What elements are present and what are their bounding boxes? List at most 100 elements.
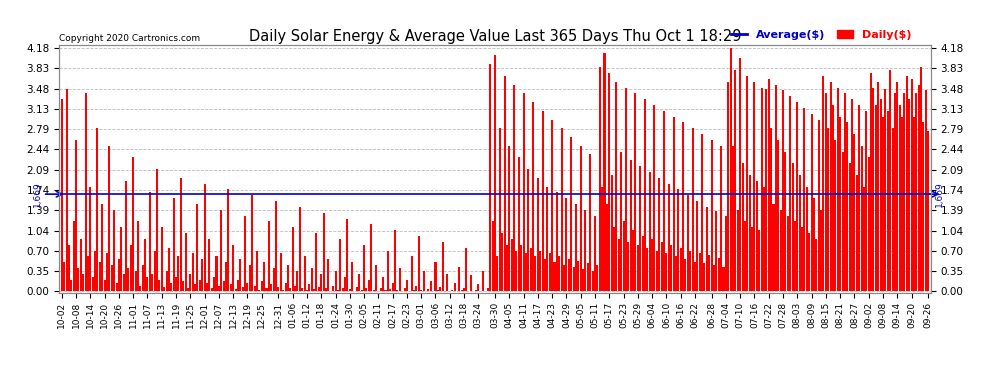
Bar <box>263 262 265 291</box>
Bar <box>928 131 930 291</box>
Bar <box>792 163 794 291</box>
Bar <box>346 219 348 291</box>
Bar <box>470 275 472 291</box>
Bar <box>147 277 148 291</box>
Text: 1,669: 1,669 <box>935 181 943 207</box>
Bar <box>232 245 235 291</box>
Bar <box>368 280 370 291</box>
Bar <box>896 82 898 291</box>
Bar <box>648 172 650 291</box>
Bar <box>163 286 165 291</box>
Bar <box>360 290 362 291</box>
Bar <box>737 210 739 291</box>
Bar <box>272 268 274 291</box>
Bar <box>855 175 857 291</box>
Bar <box>918 85 920 291</box>
Bar <box>875 105 877 291</box>
Bar <box>577 261 579 291</box>
Bar <box>384 290 386 291</box>
Bar <box>201 259 203 291</box>
Bar <box>620 152 622 291</box>
Bar <box>348 289 350 291</box>
Bar <box>623 222 625 291</box>
Bar <box>370 224 372 291</box>
Bar <box>546 186 548 291</box>
Bar <box>687 195 689 291</box>
Bar <box>465 248 467 291</box>
Bar <box>837 87 839 291</box>
Bar <box>540 251 542 291</box>
Bar <box>616 82 618 291</box>
Bar <box>644 99 645 291</box>
Bar <box>816 239 818 291</box>
Bar <box>213 277 215 291</box>
Bar <box>718 258 720 291</box>
Bar <box>335 271 337 291</box>
Bar <box>82 274 84 291</box>
Bar <box>843 93 845 291</box>
Bar <box>106 254 108 291</box>
Bar <box>825 93 827 291</box>
Bar <box>813 198 815 291</box>
Bar <box>463 288 465 291</box>
Bar <box>351 262 353 291</box>
Bar <box>148 192 150 291</box>
Bar <box>270 284 272 291</box>
Bar <box>375 265 377 291</box>
Bar <box>258 290 260 291</box>
Bar <box>284 283 286 291</box>
Bar <box>775 85 777 291</box>
Bar <box>613 227 615 291</box>
Bar <box>684 259 686 291</box>
Bar <box>599 67 601 291</box>
Bar <box>428 289 430 291</box>
Bar <box>870 73 872 291</box>
Bar <box>406 280 408 291</box>
Bar <box>782 90 784 291</box>
Bar <box>787 216 789 291</box>
Bar <box>70 280 72 291</box>
Bar <box>172 198 174 291</box>
Bar <box>904 93 906 291</box>
Bar <box>287 265 289 291</box>
Bar <box>892 128 894 291</box>
Bar <box>189 274 191 291</box>
Bar <box>542 111 544 291</box>
Bar <box>84 93 86 291</box>
Bar <box>458 267 460 291</box>
Bar <box>308 284 310 291</box>
Bar <box>165 271 167 291</box>
Bar <box>208 239 210 291</box>
Bar <box>555 192 558 291</box>
Bar <box>808 233 810 291</box>
Bar <box>235 289 237 291</box>
Bar <box>440 286 442 291</box>
Bar <box>560 128 562 291</box>
Bar <box>863 186 865 291</box>
Bar <box>187 288 189 291</box>
Bar <box>345 277 346 291</box>
Bar <box>306 290 308 291</box>
Bar <box>130 245 132 291</box>
Bar <box>256 251 258 291</box>
Bar <box>318 286 320 291</box>
Bar <box>689 251 691 291</box>
Bar <box>740 58 742 291</box>
Bar <box>206 283 208 291</box>
Bar <box>832 105 834 291</box>
Bar <box>594 216 596 291</box>
Bar <box>925 90 927 291</box>
Bar <box>248 265 250 291</box>
Bar <box>789 96 791 291</box>
Bar <box>772 204 774 291</box>
Bar <box>230 284 232 291</box>
Bar <box>251 195 253 291</box>
Bar <box>670 245 672 291</box>
Bar <box>696 201 698 291</box>
Bar <box>242 286 244 291</box>
Bar <box>518 158 520 291</box>
Bar <box>482 271 484 291</box>
Bar <box>289 288 291 291</box>
Bar <box>296 271 298 291</box>
Bar <box>223 281 225 291</box>
